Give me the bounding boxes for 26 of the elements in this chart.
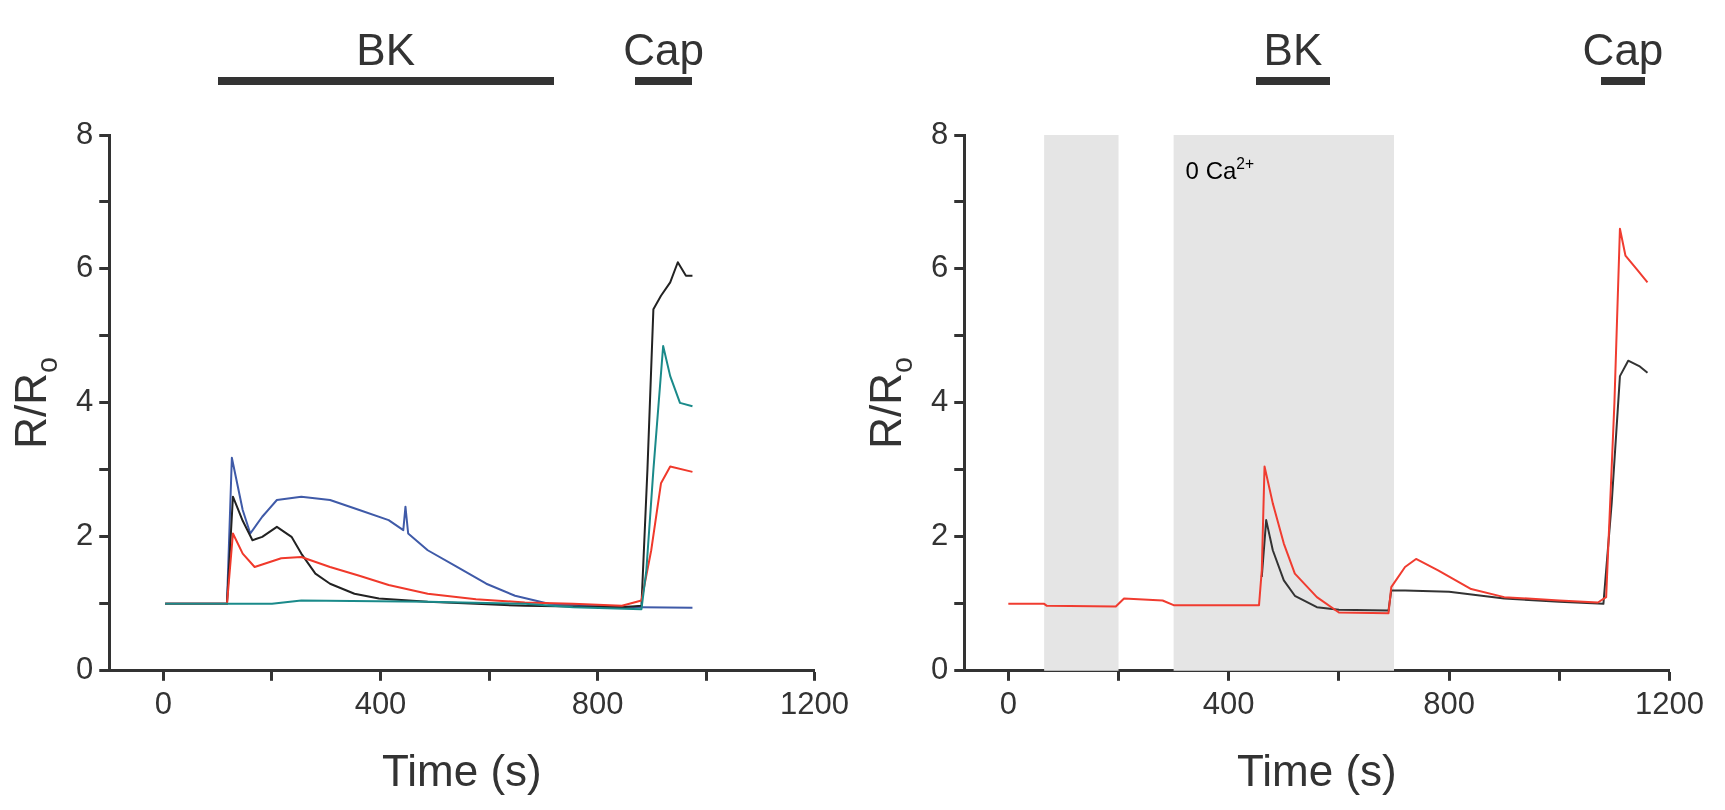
y-tick-label: 8 <box>75 115 94 151</box>
y-tick-label: 8 <box>930 115 949 151</box>
y-axis-title: R/Ro <box>861 357 918 449</box>
x-tick-label: 400 <box>1202 685 1255 721</box>
y-tick-label: 0 <box>930 651 949 687</box>
y-tick-label: 4 <box>75 383 94 419</box>
y-tick-label: 2 <box>930 517 949 553</box>
x-tick-label: 0 <box>154 685 173 721</box>
x-tick-label: 1200 <box>1635 685 1704 721</box>
x-tick-label: 800 <box>571 685 624 721</box>
x-tick-label: 800 <box>1423 685 1475 721</box>
y-tick-label: 6 <box>75 249 94 285</box>
x-tick-label: 0 <box>999 685 1017 721</box>
x-axis-title: Time (s) <box>382 746 542 795</box>
text: Cap <box>1582 25 1664 74</box>
y-tick-label: 0 <box>75 651 94 687</box>
x-tick-label: 400 <box>354 685 407 721</box>
text: BK <box>356 25 416 74</box>
text: BK <box>1263 25 1323 74</box>
y-tick-label: 4 <box>930 383 949 419</box>
y-tick-label: 2 <box>75 517 94 553</box>
x-axis-title: Time (s) <box>1237 746 1397 795</box>
text: Cap <box>623 25 704 74</box>
y-axis-title: R/Ro <box>6 357 63 449</box>
x-tick-label: 1200 <box>780 685 849 721</box>
y-tick-label: 6 <box>930 249 949 285</box>
